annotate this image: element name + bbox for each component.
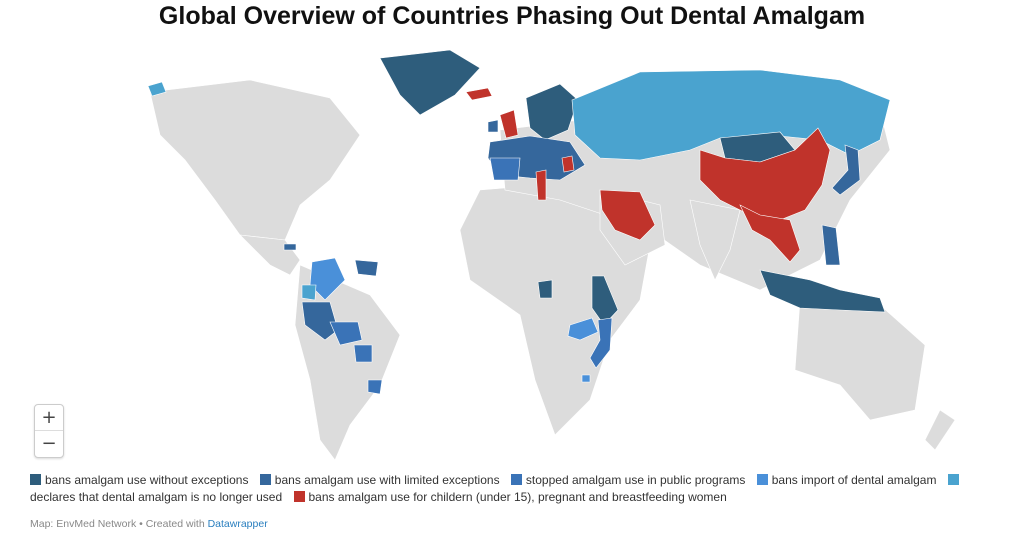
legend-label: stopped amalgam use in public programs bbox=[525, 473, 746, 487]
legend-label: bans amalgam use for childern (under 15)… bbox=[308, 490, 727, 504]
region-ireland bbox=[487, 119, 499, 133]
legend-item-limited-exceptions: bans amalgam use with limited exceptions bbox=[259, 473, 503, 487]
region-japan bbox=[831, 144, 861, 196]
zoom-out-button[interactable]: − bbox=[35, 430, 63, 456]
region-indonesia bbox=[759, 269, 886, 313]
zoom-control: + − bbox=[34, 404, 64, 458]
credit-text: Map: EnvMed Network • Created with bbox=[30, 518, 208, 530]
map-title: Global Overview of Countries Phasing Out… bbox=[158, 2, 866, 30]
world-map bbox=[147, 49, 956, 460]
region-uruguay bbox=[367, 379, 383, 395]
region-australia bbox=[794, 299, 926, 421]
region-saudi-arabia bbox=[599, 189, 656, 241]
legend-label: declares that dental amalgam is no longe… bbox=[30, 490, 283, 504]
region-iberia bbox=[489, 157, 521, 181]
legend-item-children-ban: bans amalgam use for childern (under 15)… bbox=[293, 490, 727, 504]
map-legend: bans amalgam use without exceptions bans… bbox=[30, 472, 1005, 506]
region-india bbox=[689, 199, 741, 281]
region-china bbox=[699, 127, 831, 221]
region-tunisia bbox=[535, 169, 547, 201]
region-alaska-small bbox=[147, 81, 167, 97]
region-north-america bbox=[149, 79, 361, 241]
region-gabon bbox=[537, 279, 553, 299]
legend-swatch bbox=[30, 474, 41, 485]
legend-swatch bbox=[293, 491, 305, 502]
legend-item-public-programs: stopped amalgam use in public programs bbox=[510, 473, 749, 487]
region-uk bbox=[499, 109, 519, 139]
legend-item-no-longer-used: declares that dental amalgam is no longe… bbox=[30, 473, 963, 504]
legend-label: bans amalgam use with limited exceptions bbox=[274, 473, 500, 487]
region-peru bbox=[301, 301, 339, 341]
legend-swatch bbox=[259, 474, 271, 485]
region-scandinavia bbox=[525, 83, 579, 141]
region-mozambique bbox=[589, 317, 613, 369]
region-ecuador bbox=[301, 284, 317, 301]
legend-item-import-ban: bans import of dental amalgam bbox=[756, 473, 940, 487]
legend-label: bans import of dental amalgam bbox=[771, 473, 937, 487]
region-new-zealand bbox=[924, 409, 956, 451]
region-central-america bbox=[239, 234, 301, 276]
region-paraguay bbox=[353, 344, 373, 363]
region-indochina bbox=[739, 204, 801, 263]
region-philippines bbox=[821, 224, 841, 266]
region-colombia bbox=[309, 257, 346, 301]
region-balkans bbox=[561, 155, 575, 173]
region-lesotho bbox=[581, 374, 591, 383]
map-credit: Map: EnvMed Network • Created with Dataw… bbox=[30, 518, 268, 530]
legend-swatch bbox=[510, 474, 522, 485]
zoom-in-button[interactable]: + bbox=[41, 407, 57, 428]
region-greenland bbox=[379, 49, 481, 116]
region-zambia bbox=[567, 317, 599, 341]
region-iceland bbox=[465, 87, 493, 101]
legend-item-no-exceptions: bans amalgam use without exceptions bbox=[30, 473, 252, 487]
region-guyana bbox=[354, 259, 379, 277]
datawrapper-link[interactable]: Datawrapper bbox=[207, 518, 268, 530]
legend-label: bans amalgam use without exceptions bbox=[45, 473, 249, 487]
region-east-africa bbox=[591, 275, 619, 326]
legend-swatch bbox=[756, 474, 768, 485]
region-bolivia bbox=[329, 321, 363, 346]
legend-swatch bbox=[947, 474, 959, 485]
region-panama bbox=[283, 243, 297, 251]
